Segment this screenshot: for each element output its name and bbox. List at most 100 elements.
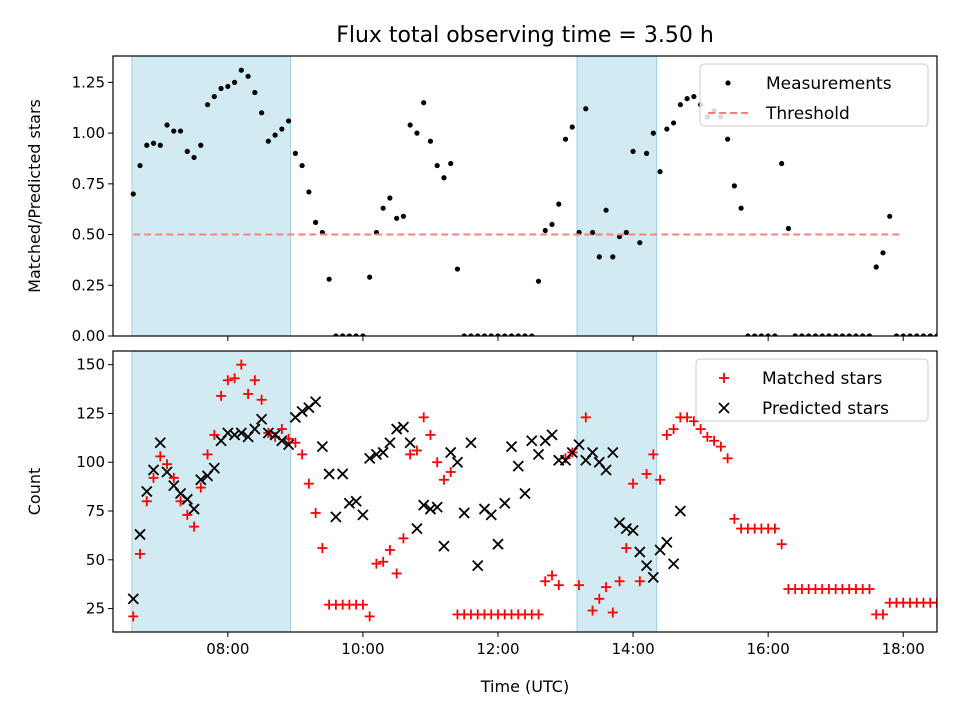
measurements-point bbox=[481, 333, 488, 336]
matched-stars-point bbox=[148, 472, 159, 483]
measurements-point bbox=[853, 333, 859, 336]
measurements-point bbox=[346, 333, 352, 336]
predicted-stars-point bbox=[640, 560, 653, 572]
x-tick-label: 10:00 bbox=[341, 640, 384, 658]
x-b bbox=[640, 560, 653, 572]
measurements-point bbox=[772, 333, 778, 336]
x-b bbox=[512, 460, 524, 472]
matched-stars-point bbox=[722, 453, 733, 464]
predicted-stars-point bbox=[418, 499, 430, 511]
predicted-stars-point bbox=[364, 452, 376, 464]
matched-stars-point bbox=[425, 429, 436, 440]
matched-stars-point bbox=[155, 451, 166, 462]
predicted-stars-point bbox=[620, 522, 632, 535]
x-b bbox=[357, 509, 369, 521]
y-tick-label: 0.25 bbox=[72, 276, 105, 294]
matched-stars-point bbox=[135, 548, 146, 559]
count-legend: Matched stars Predicted stars bbox=[695, 358, 929, 422]
matched-stars-point bbox=[243, 388, 254, 399]
matched-stars-point bbox=[614, 576, 625, 587]
predicted-stars-point bbox=[492, 538, 504, 550]
measurements-point bbox=[184, 148, 190, 154]
ratio-subplot: 0.00 0.25 0.50 0.75 1.00 1.25 Flux total obse… bbox=[25, 23, 938, 345]
x-b bbox=[674, 505, 686, 517]
x-b bbox=[181, 493, 193, 505]
measurements-point bbox=[360, 333, 366, 336]
y-tick-label: 25 bbox=[86, 600, 105, 618]
matched-stars-point bbox=[411, 445, 422, 456]
x-b bbox=[532, 448, 545, 461]
count-shaded-intervals bbox=[131, 350, 658, 633]
x-b bbox=[195, 474, 207, 486]
measurements-point bbox=[508, 333, 515, 336]
measurements-point bbox=[353, 333, 359, 336]
x-b bbox=[499, 497, 511, 509]
predicted-stars-point bbox=[451, 456, 464, 468]
measurements-point bbox=[920, 333, 927, 336]
measurements-point bbox=[299, 162, 305, 169]
predicted-stars-point bbox=[661, 536, 673, 548]
predicted-stars-point bbox=[316, 440, 329, 453]
x-b bbox=[316, 440, 329, 453]
predicted-stars-point bbox=[391, 423, 403, 435]
measurements-point bbox=[495, 333, 501, 336]
predicted-stars-point bbox=[634, 546, 646, 558]
matched-stars-point bbox=[418, 412, 429, 423]
y-tick-label: 0.50 bbox=[72, 226, 105, 244]
measurements-point bbox=[427, 138, 434, 144]
matched-stars-point bbox=[668, 424, 679, 435]
measurements-point bbox=[164, 122, 170, 128]
measurements-point bbox=[765, 333, 771, 336]
x-b bbox=[296, 405, 308, 418]
matched-stars-point bbox=[357, 599, 368, 610]
measurements-point bbox=[549, 221, 555, 228]
predicted-stars-point bbox=[249, 423, 261, 435]
measurements-point bbox=[204, 102, 211, 108]
measurements-point bbox=[394, 215, 400, 221]
measurements-point bbox=[806, 333, 812, 336]
matched-stars-point bbox=[182, 509, 193, 520]
predicted-stars-point bbox=[141, 485, 153, 498]
count-ticks: 25 50 75 100 125 150 08:00 10:00 12:00 14:00 16:00… bbox=[76, 356, 924, 658]
measurements-point bbox=[880, 250, 886, 256]
matched-stars-point bbox=[256, 394, 267, 405]
predicted-stars-point bbox=[161, 466, 173, 478]
measurements-point bbox=[799, 333, 805, 336]
x-tick-label: 16:00 bbox=[747, 640, 790, 658]
measurements-point bbox=[745, 333, 751, 336]
x-b bbox=[478, 503, 491, 515]
matched-stars-point bbox=[715, 441, 726, 452]
predicted-stars-point bbox=[296, 405, 308, 418]
matched-stars-point bbox=[776, 539, 787, 550]
matched-stars-point bbox=[249, 375, 260, 386]
measurements-point bbox=[225, 83, 231, 90]
y-tick-label: 0.75 bbox=[72, 175, 105, 193]
predicted-stars-point bbox=[350, 495, 362, 507]
predicted-stars-point bbox=[154, 437, 166, 449]
measurements-point bbox=[758, 333, 764, 336]
predicted-stars-point bbox=[519, 487, 531, 500]
predicted-stars-point bbox=[438, 540, 450, 552]
matched-stars-point bbox=[141, 496, 152, 507]
x-b bbox=[222, 427, 234, 439]
measurements-point bbox=[839, 333, 846, 336]
matched-stars-point bbox=[202, 449, 213, 460]
x-b bbox=[188, 503, 200, 515]
x-b bbox=[465, 437, 477, 449]
measurements-point bbox=[752, 333, 758, 336]
matched-stars-point bbox=[310, 507, 321, 518]
legend-label: Predicted stars bbox=[762, 399, 889, 419]
matched-stars-point bbox=[695, 424, 706, 435]
x-tick-label: 14:00 bbox=[611, 640, 654, 658]
measurements-point bbox=[927, 333, 933, 336]
measurements-point bbox=[475, 333, 481, 336]
matched-stars-point bbox=[661, 429, 672, 440]
x-b bbox=[391, 423, 403, 435]
measurements-point bbox=[157, 142, 163, 148]
count-subplot: 25 50 75 100 125 150 08:00 10:00 12:00 14:00 16:00… bbox=[25, 350, 938, 696]
measurements-point bbox=[340, 333, 346, 336]
measurements-point bbox=[231, 79, 238, 85]
count-axes-frame bbox=[112, 350, 938, 633]
measurements-point bbox=[211, 93, 217, 100]
